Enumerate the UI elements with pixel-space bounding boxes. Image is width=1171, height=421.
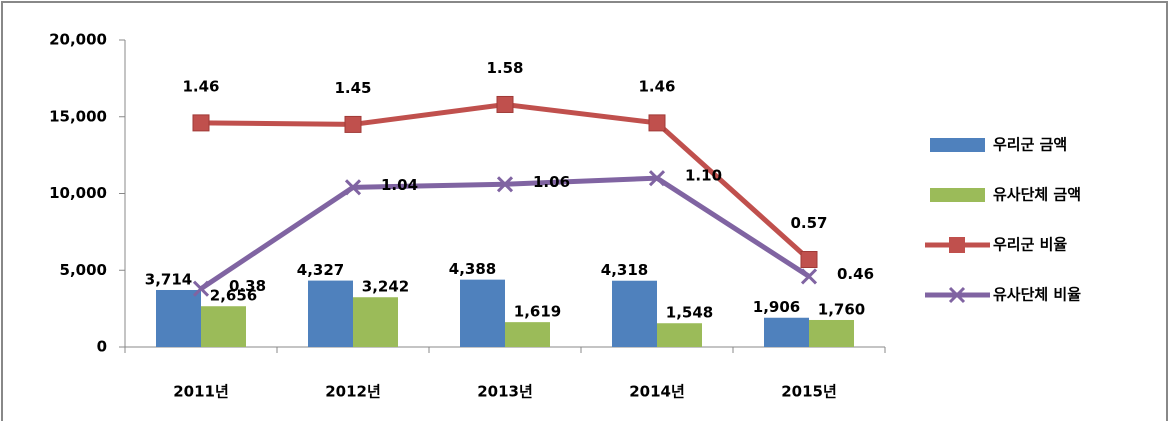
line-marker [800, 268, 818, 285]
bar-value-label: 4,388 [449, 260, 496, 278]
legend-marker [948, 286, 966, 304]
line-marker [800, 251, 818, 269]
line-value-label: 0.46 [837, 265, 874, 283]
legend-label: 유사단체 비율 [993, 286, 1081, 304]
bar-value-label: 4,327 [297, 261, 344, 279]
bar-value-label: 1,548 [666, 304, 713, 322]
bar-value-label: 2,656 [210, 287, 257, 305]
line-marker [648, 114, 666, 132]
bar-value-label: 3,242 [362, 278, 409, 296]
bar [353, 297, 398, 347]
y-tick-label: 10,000 [49, 184, 107, 202]
line-value-label: 1.04 [381, 176, 418, 194]
line-marker [344, 179, 362, 196]
bar [657, 323, 702, 347]
bar [612, 280, 657, 347]
line-marker [192, 280, 210, 297]
line-value-label: 1.45 [334, 79, 371, 97]
x-tick-label: 2013년 [477, 383, 533, 401]
line-value-label: 1.06 [533, 173, 570, 191]
bar [460, 279, 505, 347]
bar [308, 280, 353, 347]
bar [201, 306, 246, 347]
y-tick-label: 15,000 [49, 107, 107, 125]
line-marker [496, 176, 514, 193]
y-tick-label: 5,000 [60, 261, 107, 279]
legend-swatch [930, 188, 985, 202]
y-tick-label: 0 [97, 338, 107, 356]
bar-value-label: 1,619 [514, 303, 561, 321]
line-marker [192, 114, 210, 132]
bar-value-label: 3,714 [145, 270, 192, 288]
legend-label: 우리군 금액 [993, 136, 1067, 154]
x-tick-label: 2014년 [629, 383, 685, 401]
bar-value-label: 1,906 [753, 298, 800, 316]
line-value-label: 1.58 [486, 59, 523, 77]
legend-marker [949, 237, 965, 253]
line-value-label: 1.10 [685, 167, 722, 185]
x-tick-label: 2012년 [325, 383, 381, 401]
legend-label: 우리군 비율 [993, 236, 1067, 254]
line-marker [344, 115, 362, 133]
x-tick-label: 2011년 [173, 383, 229, 401]
bar [764, 317, 809, 347]
legend-swatch [930, 138, 985, 152]
line-value-label: 1.46 [638, 77, 675, 95]
bar-value-label: 4,318 [601, 261, 648, 279]
line-value-label: 0.38 [229, 277, 266, 295]
bar-value-label: 1,760 [818, 300, 865, 318]
line-value-label: 0.57 [790, 214, 827, 232]
bar [156, 289, 201, 347]
y-tick-label: 20,000 [49, 31, 107, 49]
x-tick-label: 2015년 [781, 383, 837, 401]
line-marker [648, 170, 666, 187]
line-marker [496, 95, 514, 113]
bar [809, 319, 854, 347]
bar [505, 322, 550, 347]
legend-label: 유사단체 금액 [993, 186, 1081, 204]
line-value-label: 1.46 [182, 77, 219, 95]
